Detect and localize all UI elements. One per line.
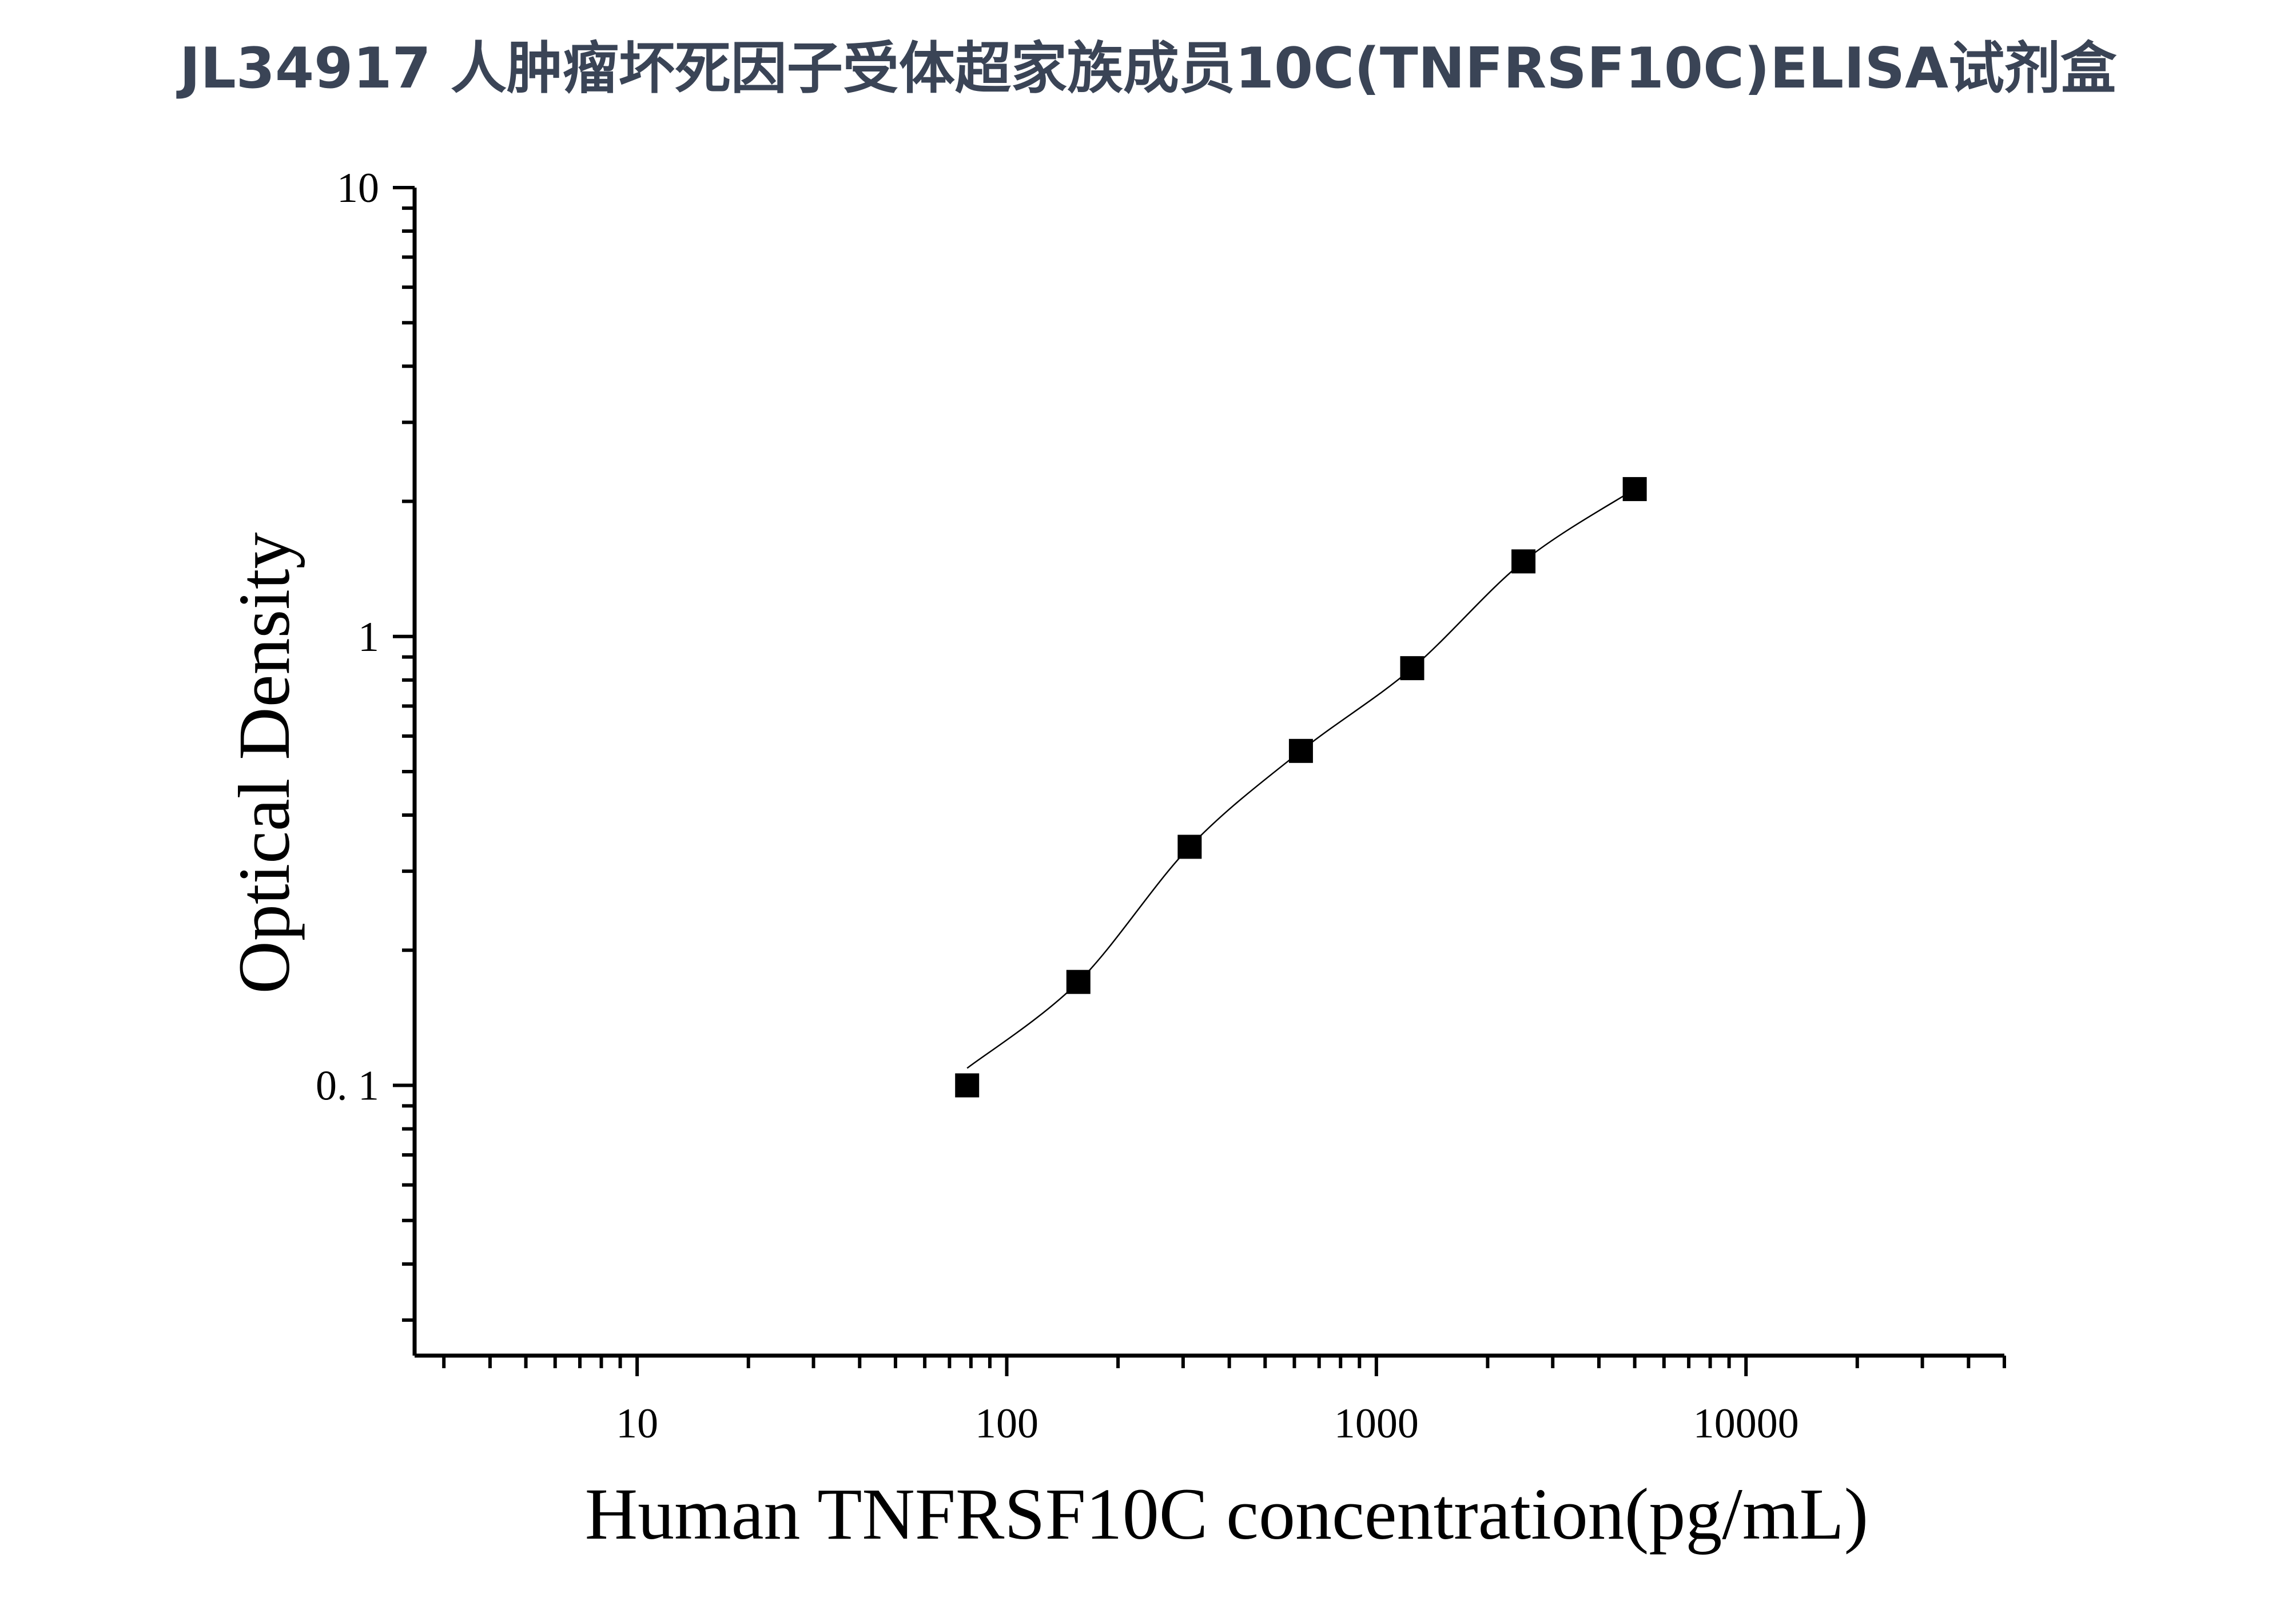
data-point xyxy=(1622,477,1647,502)
data-point xyxy=(955,1073,980,1098)
axes: 10 100 1000 10000 0. 1 1 10 xyxy=(316,165,2006,1447)
page-title: JL34917 人肿瘤坏死因子受体超家族成员10C(TNFRSF10C)ELIS… xyxy=(179,36,2117,101)
data-point xyxy=(1400,656,1424,681)
y-tick-label: 10 xyxy=(337,165,379,212)
data-points xyxy=(955,477,1647,1098)
data-point xyxy=(1511,549,1536,574)
x-tick-label: 100 xyxy=(975,1400,1038,1447)
y-tick-label: 1 xyxy=(358,614,379,661)
y-tick-label: 0. 1 xyxy=(316,1063,379,1110)
x-tick-label: 10000 xyxy=(1693,1400,1799,1447)
data-point xyxy=(1288,738,1313,763)
data-point xyxy=(1066,970,1091,994)
x-tick-label: 1000 xyxy=(1334,1400,1419,1447)
x-axis-title: Human TNFRSF10C concentration(pg/mL) xyxy=(585,1473,1869,1555)
x-tick-label: 10 xyxy=(616,1400,658,1447)
data-point xyxy=(1177,835,1202,859)
y-axis-title: Optical Density xyxy=(224,533,305,994)
